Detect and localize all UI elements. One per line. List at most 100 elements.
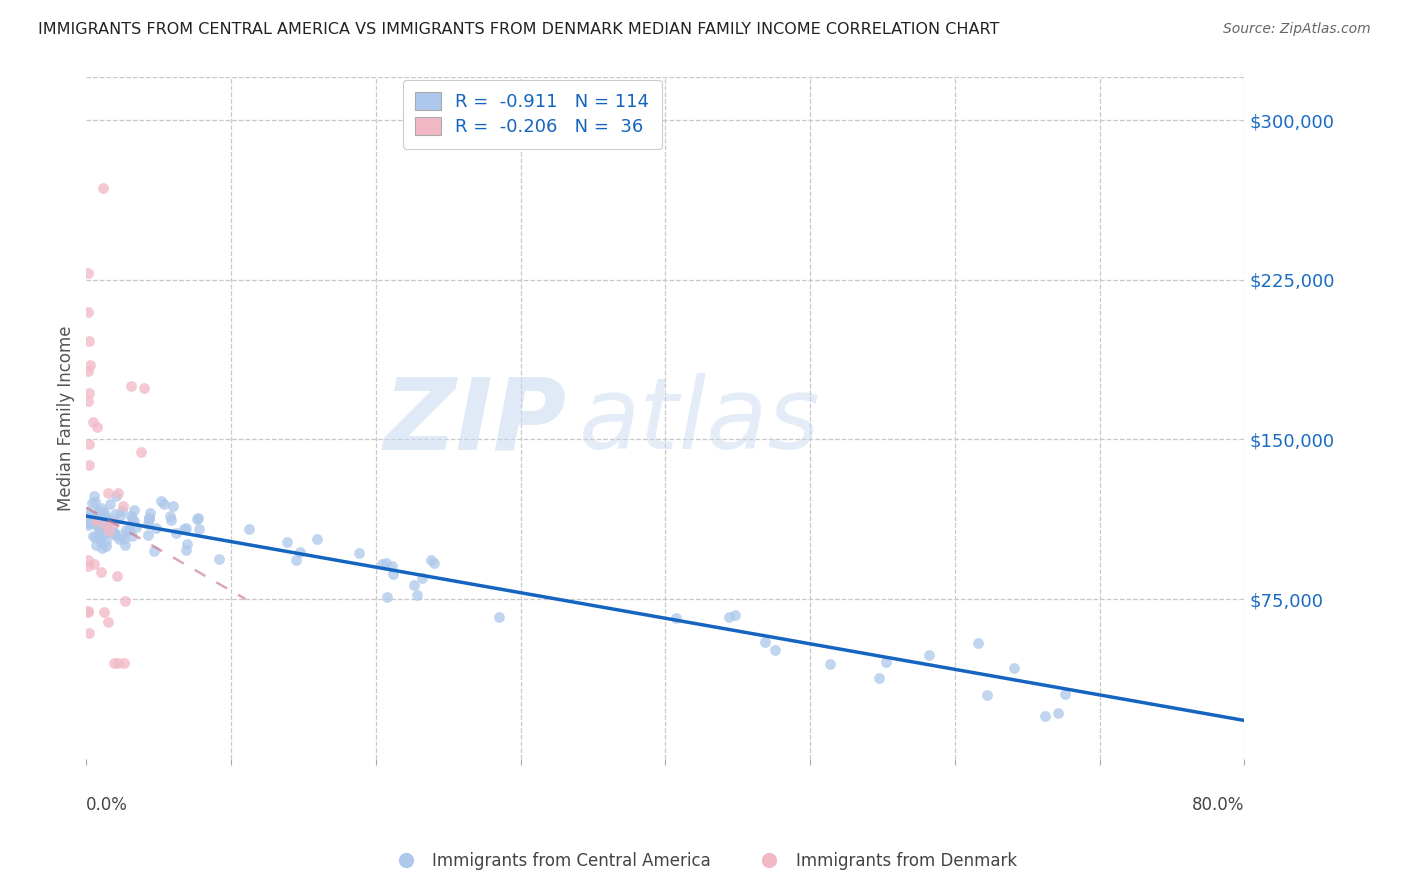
Point: [79, 358, 101, 372]
Point: [132, 381, 155, 395]
Point: [103, 516, 125, 530]
Point: [94, 539, 117, 553]
Point: [94, 526, 117, 541]
Point: [162, 499, 184, 513]
Point: [91, 507, 114, 521]
Legend: R =  -0.911   N = 114, R =  -0.206   N =  36: R = -0.911 N = 114, R = -0.206 N = 36: [402, 79, 662, 149]
Point: [976, 688, 998, 702]
Point: [107, 656, 129, 670]
Point: [121, 529, 143, 543]
Point: [77, 385, 100, 400]
Point: [91, 541, 114, 555]
Point: [97, 511, 120, 525]
Point: [111, 499, 134, 513]
Point: [86, 506, 108, 520]
Point: [375, 590, 398, 604]
Point: [411, 571, 433, 585]
Text: Source: ZipAtlas.com: Source: ZipAtlas.com: [1223, 22, 1371, 37]
Point: [93, 509, 115, 524]
Point: [107, 486, 129, 500]
Legend: Immigrants from Central America, Immigrants from Denmark: Immigrants from Central America, Immigra…: [382, 846, 1024, 877]
Point: [77, 517, 100, 532]
Point: [96, 534, 118, 549]
Point: [91, 520, 114, 534]
Text: 0.0%: 0.0%: [86, 797, 128, 814]
Point: [90, 534, 112, 549]
Point: [121, 511, 143, 525]
Point: [77, 364, 100, 378]
Point: [77, 266, 100, 280]
Point: [665, 611, 688, 625]
Point: [187, 510, 209, 524]
Point: [145, 521, 167, 535]
Point: [382, 567, 405, 582]
Point: [89, 530, 111, 544]
Point: [76, 605, 98, 619]
Point: [77, 604, 100, 618]
Text: ZIP: ZIP: [384, 373, 567, 470]
Point: [103, 526, 125, 541]
Point: [165, 526, 187, 541]
Point: [754, 635, 776, 649]
Point: [77, 334, 100, 348]
Point: [82, 528, 104, 542]
Point: [76, 558, 98, 573]
Point: [1047, 706, 1070, 720]
Point: [174, 542, 197, 557]
Point: [87, 516, 110, 530]
Y-axis label: Median Family Income: Median Family Income: [58, 326, 75, 511]
Point: [420, 553, 443, 567]
Point: [159, 509, 181, 524]
Point: [90, 565, 112, 579]
Point: [79, 458, 101, 472]
Point: [98, 497, 121, 511]
Point: [488, 610, 510, 624]
Point: [87, 520, 110, 534]
Point: [90, 524, 112, 539]
Point: [98, 523, 121, 537]
Point: [82, 496, 104, 510]
Point: [174, 521, 197, 535]
Point: [110, 527, 132, 541]
Point: [97, 524, 120, 538]
Point: [763, 642, 786, 657]
Point: [276, 534, 298, 549]
Text: atlas: atlas: [578, 373, 820, 470]
Point: [124, 519, 146, 533]
Point: [112, 656, 135, 670]
Point: [80, 514, 103, 528]
Point: [96, 525, 118, 540]
Point: [1002, 661, 1025, 675]
Point: [122, 514, 145, 528]
Point: [86, 420, 108, 434]
Point: [77, 515, 100, 529]
Point: [136, 527, 159, 541]
Point: [104, 528, 127, 542]
Point: [91, 181, 114, 195]
Point: [82, 416, 104, 430]
Point: [288, 545, 311, 559]
Point: [402, 578, 425, 592]
Point: [139, 506, 162, 520]
Point: [717, 610, 740, 624]
Point: [875, 655, 897, 669]
Point: [83, 531, 105, 545]
Point: [90, 516, 112, 530]
Point: [375, 556, 398, 570]
Point: [101, 513, 124, 527]
Point: [104, 507, 127, 521]
Point: [105, 568, 128, 582]
Point: [114, 523, 136, 537]
Point: [136, 516, 159, 531]
Point: [238, 522, 260, 536]
Text: 80.0%: 80.0%: [1192, 797, 1244, 814]
Point: [84, 514, 107, 528]
Point: [120, 508, 142, 523]
Point: [187, 522, 209, 536]
Point: [103, 524, 125, 539]
Point: [83, 558, 105, 572]
Point: [84, 495, 107, 509]
Point: [93, 605, 115, 619]
Point: [114, 594, 136, 608]
Point: [176, 537, 198, 551]
